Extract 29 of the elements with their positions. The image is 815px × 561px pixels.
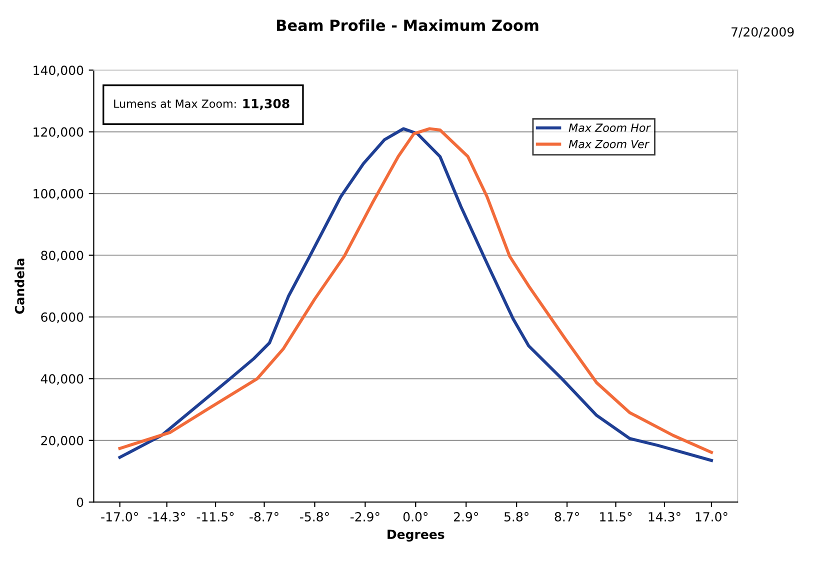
x-tick-label: -17.0° <box>101 512 138 522</box>
y-tick-label: 0 <box>76 498 84 508</box>
x-tick-label: 14.3° <box>648 512 680 522</box>
x-axis-title: Degrees <box>388 530 444 542</box>
x-tick-label: -11.5° <box>196 512 234 522</box>
y-tick-label: 80,000 <box>41 250 84 262</box>
x-tick-label: 0.0° <box>403 512 428 522</box>
annotation: Lumens at Max Zoom: <box>114 100 236 108</box>
y-tick-label: 100,000 <box>34 189 84 200</box>
x-tick-label: 11.5° <box>600 512 632 522</box>
x-tick-label: -5.8° <box>300 512 329 522</box>
legend-label: Max Zoom Ver <box>568 140 650 148</box>
x-tick-label: -2.9° <box>350 512 380 522</box>
annotation: 11,308 <box>243 98 290 110</box>
y-tick-label: 40,000 <box>40 374 84 385</box>
x-tick-label: 17.0° <box>696 512 728 522</box>
y-tick-label: 120,000 <box>34 127 84 138</box>
x-tick-label: 5.8° <box>504 512 528 522</box>
y-tick-label: 140,000 <box>34 66 84 76</box>
x-tick-label: -14.3° <box>148 512 185 522</box>
legend-label: Max Zoom Hor <box>568 124 651 132</box>
x-tick-label: -8.7° <box>250 512 278 522</box>
y-tick-label: 20,000 <box>41 436 84 447</box>
text: 7/20/2009 <box>732 27 794 38</box>
y-tick-label: 60,000 <box>41 312 84 324</box>
x-tick-label: 2.9° <box>454 512 478 522</box>
y-axis-title: Candela <box>14 258 24 314</box>
chart-title: Beam Profile - Maximum Zoom <box>276 19 538 32</box>
x-tick-label: 8.7° <box>554 512 579 522</box>
